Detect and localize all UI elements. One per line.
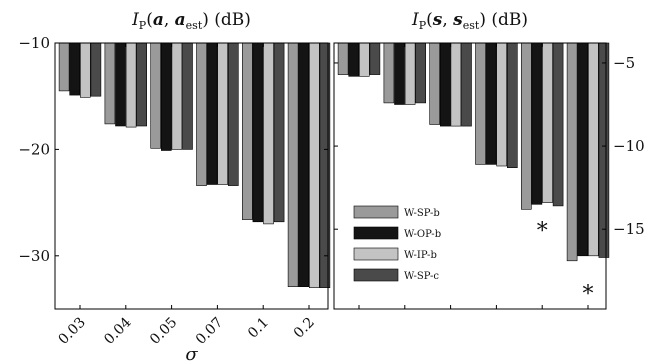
bar-W-SP-c-0.1	[552, 42, 564, 207]
legend-swatch-W-SP-c	[353, 268, 399, 282]
bar-W-IP-b-0.2	[587, 42, 599, 257]
chart-title: IP(a, aest) (dB)	[131, 10, 251, 32]
x-tick-label: 0.1	[245, 315, 272, 342]
bar-W-SP-b-0.03	[337, 42, 349, 75]
legend-swatch-W-IP-b	[353, 247, 399, 261]
bar-W-IP-b-0.07	[217, 42, 228, 185]
bar-W-IP-b-0.1	[263, 42, 274, 225]
bar-W-SP-b-0.1	[242, 42, 253, 220]
bar-W-OP-b-0.03	[69, 42, 80, 96]
bar-W-SP-b-0.05	[429, 42, 441, 125]
y-tick-label: −10	[18, 34, 50, 52]
chart-panel-0: 0.03 0.04 0.05 0.07 0.1 0.2 −10 −20 −30 IP(a, aes…	[18, 10, 331, 364]
bar-W-SP-b-0.2	[566, 42, 578, 262]
bar-W-SP-b-0.05	[150, 42, 161, 149]
legend-swatch-W-OP-b	[353, 226, 399, 240]
bar-W-IP-b-0.04	[404, 42, 416, 105]
y-tick-label: −10	[613, 137, 645, 155]
bar-W-SP-c-0.2	[598, 42, 610, 258]
bar-W-IP-b-0.03	[358, 42, 370, 77]
bar-W-SP-c-0.03	[90, 42, 102, 97]
bar-W-OP-b-0.2	[298, 42, 310, 287]
bar-W-SP-b-0.03	[58, 42, 70, 92]
bar-W-OP-b-0.05	[161, 42, 172, 151]
bar-W-SP-c-0.03	[369, 42, 381, 75]
annotation-asterisk: *	[583, 282, 594, 307]
bar-W-SP-c-0.1	[273, 42, 285, 223]
bar-W-SP-b-0.2	[287, 42, 299, 287]
y-tick-label: −20	[18, 140, 50, 158]
bar-W-OP-b-0.04	[394, 42, 405, 105]
bar-W-SP-b-0.04	[383, 42, 395, 104]
bar-W-IP-b-0.07	[496, 42, 508, 167]
bar-W-OP-b-0.04	[115, 42, 126, 127]
bar-W-OP-b-0.1	[531, 42, 543, 205]
bar-W-OP-b-0.05	[439, 42, 451, 127]
bar-W-SP-b-0.07	[196, 42, 207, 186]
legend-swatch-W-SP-b	[353, 205, 399, 219]
bar-W-SP-b-0.1	[520, 42, 532, 210]
x-tick-label: 0.07	[193, 315, 226, 348]
bar-W-OP-b-0.1	[252, 42, 264, 223]
x-tick-label: 0.05	[147, 315, 180, 348]
bar-W-IP-b-0.05	[171, 42, 183, 150]
legend-label: W-SP-b	[404, 208, 440, 219]
x-tick-label: 0.04	[101, 314, 134, 347]
bar-W-OP-b-0.2	[577, 42, 589, 257]
x-tick-label: 0.03	[55, 315, 88, 348]
bar-W-IP-b-0.03	[80, 42, 91, 98]
bar-W-OP-b-0.07	[206, 42, 218, 185]
bar-W-SP-b-0.04	[104, 42, 116, 125]
bar-W-IP-b-0.1	[542, 42, 553, 203]
annotation-asterisk: *	[537, 219, 548, 244]
bar-W-SP-c-0.04	[415, 42, 427, 104]
x-axis-label: σ	[185, 344, 198, 364]
chart-title: IP(s, sest) (dB)	[411, 10, 528, 32]
bar-W-OP-b-0.03	[348, 42, 360, 77]
y-tick-label: −15	[613, 220, 645, 238]
bar-W-SP-c-0.05	[182, 42, 193, 150]
bar-W-OP-b-0.07	[485, 42, 497, 165]
y-tick-label: −5	[613, 54, 635, 72]
x-tick-label: 0.2	[291, 315, 318, 342]
bar-W-IP-b-0.05	[450, 42, 462, 127]
bar-W-SP-c-0.05	[461, 42, 472, 127]
bar-W-SP-c-0.04	[136, 42, 147, 127]
legend-label: W-OP-b	[404, 229, 441, 240]
legend: W-SP-b W-OP-b W-IP-b W-SP-c	[353, 205, 441, 282]
y-tick-label: −30	[18, 247, 50, 265]
plot-frame-1	[333, 42, 607, 310]
bar-W-SP-c-0.07	[228, 42, 239, 186]
bar-W-SP-c-0.07	[506, 42, 518, 168]
plot-frame-0	[54, 42, 329, 310]
bar-W-SP-b-0.07	[475, 42, 486, 165]
legend-label: W-IP-b	[404, 250, 437, 261]
bar-W-IP-b-0.04	[125, 42, 137, 128]
legend-label: W-SP-c	[404, 271, 439, 282]
bar-W-IP-b-0.2	[308, 42, 320, 288]
